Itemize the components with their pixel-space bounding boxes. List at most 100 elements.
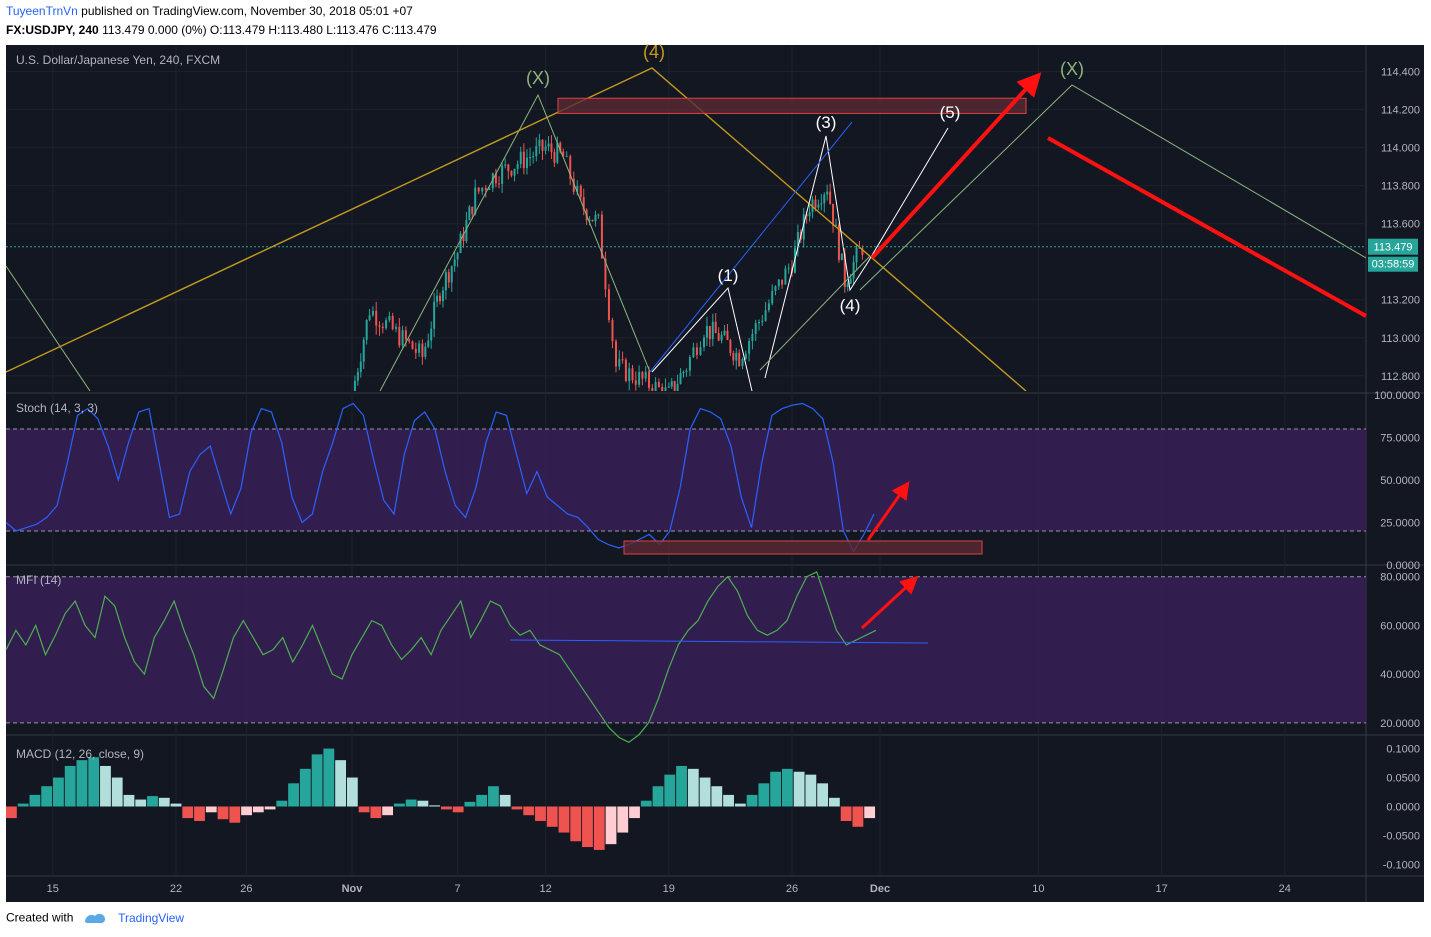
candle-body [676, 384, 679, 391]
publish-line: TuyeenTrnVn published on TradingView.com… [6, 4, 413, 18]
macd-bar [393, 803, 405, 807]
candle-body [569, 156, 572, 179]
y-tick-label: 113.000 [1381, 333, 1420, 345]
macd-bar [558, 806, 570, 833]
candle-body [695, 347, 698, 355]
candle-body [553, 152, 556, 163]
candle-body [708, 325, 711, 340]
mfi-y-tick: 80.0000 [1380, 572, 1420, 584]
last-price-value: 113.479 [1374, 242, 1413, 254]
candle-body [823, 194, 826, 204]
candle-body [556, 142, 559, 163]
candle-body [462, 233, 465, 242]
candle-body [388, 315, 391, 321]
publish-info: published on TradingView.com, November 3… [81, 4, 413, 18]
wave-line-green [759, 255, 871, 371]
macd-bar [358, 806, 370, 813]
candle-body [654, 382, 657, 391]
candle-body [720, 334, 723, 341]
macd-bar [852, 806, 864, 827]
macd-bar [441, 806, 452, 810]
y-tick-label: 114.400 [1381, 67, 1420, 79]
macd-bar [746, 794, 758, 807]
chart-header: TuyeenTrnVn published on TradingView.com… [6, 2, 1426, 42]
macd-bar [147, 796, 158, 807]
candle-body [771, 290, 774, 304]
candle-body [430, 328, 433, 341]
macd-bar [64, 765, 76, 807]
wave-label: (X) [526, 68, 550, 88]
candle-body [628, 368, 631, 382]
x-tick-label: 17 [1155, 883, 1167, 895]
macd-bar [652, 786, 664, 807]
macd-bar [629, 806, 640, 819]
macd-bar [100, 765, 111, 807]
stoch-y-tick: 0.0000 [1386, 560, 1420, 572]
macd-bar [488, 786, 499, 807]
candle-body [579, 185, 582, 198]
mfi-y-tick: 40.0000 [1380, 669, 1420, 681]
candle-body [814, 199, 817, 208]
macd-bar [864, 806, 876, 819]
candle-body [459, 233, 462, 253]
candle-body [607, 289, 610, 320]
author-link[interactable]: TuyeenTrnVn [6, 4, 78, 18]
wave-label: (4) [840, 296, 861, 315]
candle-body [465, 220, 468, 242]
macd-bar [535, 806, 546, 821]
y-tick-label: 113.800 [1381, 181, 1420, 193]
wave-label: (3) [816, 113, 837, 132]
candle-body [395, 326, 397, 329]
stoch-line [5, 402, 875, 553]
wave-label: (4) [643, 42, 665, 62]
candle-body [474, 187, 477, 215]
macd-title: MACD (12, 26, close, 9) [16, 747, 144, 761]
x-tick-label: 7 [455, 883, 461, 895]
candle-body [547, 143, 550, 147]
macd-bar [429, 805, 441, 807]
macd-bar [299, 768, 311, 807]
macd-bar [499, 794, 511, 807]
macd-bar [817, 783, 829, 807]
macd-bar [6, 806, 17, 819]
candle-body [481, 187, 484, 192]
candle-body [353, 380, 356, 391]
candle-body [723, 330, 726, 335]
candle-body [365, 319, 368, 340]
candle-body [714, 321, 717, 334]
stoch-y-tick: 100.0000 [1374, 390, 1420, 402]
mfi-band [6, 576, 1366, 723]
candle-body [611, 319, 614, 342]
wave-label: (5) [940, 103, 961, 122]
ohlc-values: 113.479 0.000 (0%) O:113.479 H:113.480 L… [102, 23, 437, 37]
macd-bar [676, 765, 687, 807]
candle-body [529, 156, 532, 158]
macd-bar [723, 794, 734, 807]
candle-body [433, 301, 436, 329]
tradingview-brand-link[interactable]: TradingView [118, 910, 185, 925]
y-tick-label: 114.000 [1381, 143, 1420, 155]
macd-bar [781, 768, 793, 807]
y-tick-label: 112.800 [1381, 371, 1420, 383]
candle-body [761, 320, 764, 322]
candle-body [562, 151, 565, 157]
candle-body [748, 340, 751, 354]
macd-bar [335, 760, 347, 807]
candle-body [532, 156, 535, 158]
macd-bar [593, 806, 605, 850]
macd-bar [182, 806, 194, 819]
candle-body [375, 310, 378, 326]
candle-body [787, 267, 790, 269]
candle-body [513, 168, 516, 176]
wave-line-orange [6, 67, 1027, 391]
candle-body [576, 185, 579, 192]
candle-body [661, 386, 664, 391]
tradingview-logo-icon[interactable] [83, 910, 107, 927]
candle-body [504, 164, 507, 166]
candle-body [751, 333, 754, 341]
candle-body [525, 157, 528, 169]
candle-body [391, 315, 394, 329]
candle-body [453, 259, 456, 267]
mfi-trendline [509, 639, 929, 644]
